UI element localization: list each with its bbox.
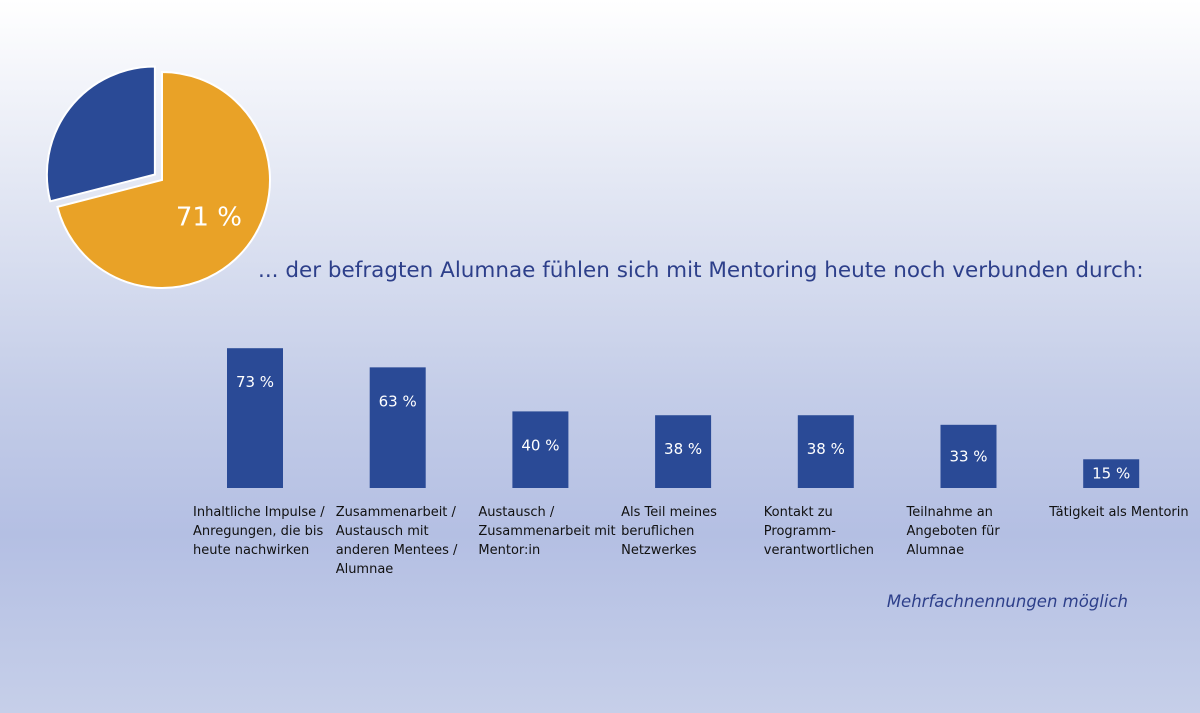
pie-slice-0 bbox=[56, 70, 271, 289]
category-label: Inhaltliche Impulse / Anregungen, die bi… bbox=[193, 505, 325, 558]
bar-data-label: 73 % bbox=[236, 373, 274, 391]
bar-data-label: 33 % bbox=[949, 447, 987, 465]
category-label: Kontakt zu Programm-verantwortlichen bbox=[763, 505, 875, 558]
bar bbox=[512, 411, 569, 488]
bar-data-label: 40 % bbox=[521, 436, 559, 454]
bar bbox=[940, 424, 997, 488]
pie-slice-1 bbox=[45, 65, 156, 203]
bar-data-label: 38 % bbox=[664, 440, 702, 458]
bar-data-label: 38 % bbox=[807, 440, 845, 458]
bar bbox=[1083, 459, 1140, 488]
bar-data-label: 15 % bbox=[1092, 465, 1130, 483]
pie-chart: 71 % bbox=[45, 65, 271, 289]
chart-headline: ... der befragten Alumnae fühlen sich mi… bbox=[258, 258, 1144, 283]
footnote: Mehrfachnennungen möglich bbox=[886, 592, 1128, 611]
bar bbox=[797, 415, 854, 488]
category-label: Teilnahme an Angeboten für Alumnae bbox=[906, 505, 1000, 558]
bar bbox=[227, 348, 283, 488]
category-label: Zusammenarbeit / Austausch mit anderen M… bbox=[335, 505, 458, 577]
bar bbox=[369, 367, 426, 488]
pie-slice-label: 71 % bbox=[176, 202, 242, 232]
category-label: Austausch / Zusammenarbeit mit Mentor:in bbox=[478, 505, 616, 558]
bar-data-label: 63 % bbox=[379, 392, 417, 410]
bar bbox=[655, 415, 712, 488]
category-label: Als Teil meines beruflichen Netzwerkes bbox=[621, 505, 717, 558]
category-label: Tätigkeit als Mentorin bbox=[1049, 505, 1189, 520]
